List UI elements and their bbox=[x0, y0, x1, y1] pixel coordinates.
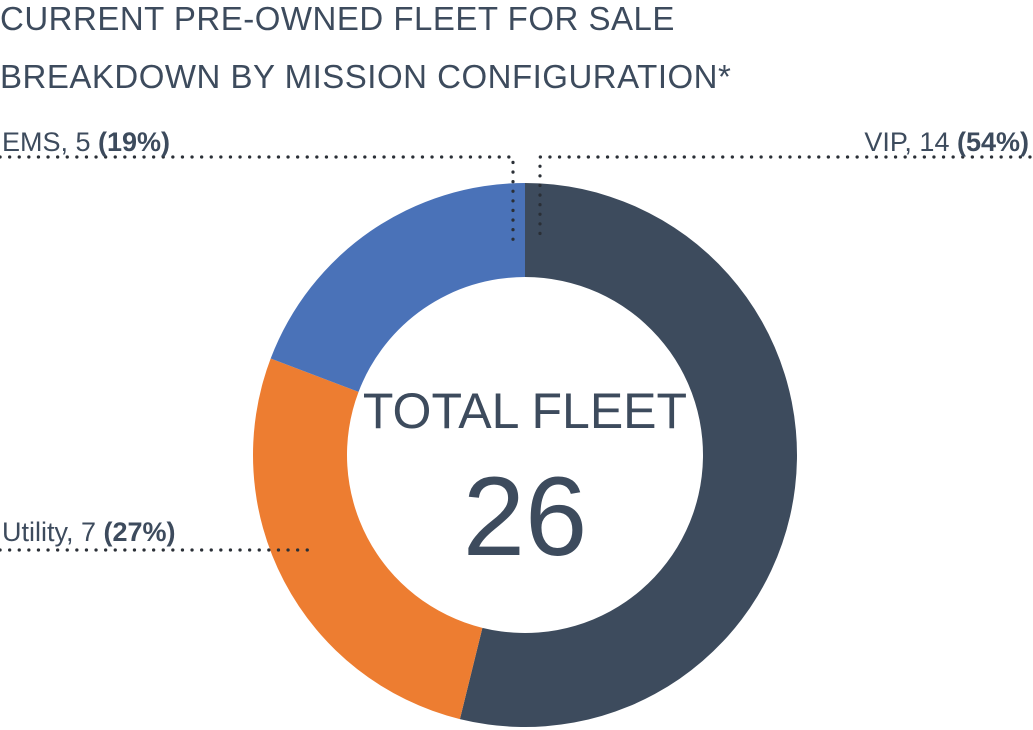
center-label: TOTAL FLEET bbox=[363, 383, 687, 439]
callout-utility: Utility, 7 (27%) bbox=[2, 517, 176, 547]
callout-ems-text: EMS, 5 bbox=[2, 127, 98, 157]
callout-ems: EMS, 5 (19%) bbox=[2, 127, 170, 157]
vip-leader-line bbox=[538, 155, 1032, 242]
callout-vip-text: VIP, 14 bbox=[864, 127, 957, 157]
donut-slice-vip bbox=[459, 183, 797, 727]
callout-vip: VIP, 14 (54%) bbox=[864, 127, 1029, 157]
callout-vip-percent: (54%) bbox=[957, 127, 1029, 157]
callout-utility-text: Utility, 7 bbox=[2, 517, 104, 547]
donut-slice-ems bbox=[270, 183, 525, 392]
chart-subtitle: BREAKDOWN BY MISSION CONFIGURATION* bbox=[0, 58, 731, 95]
center-value: 26 bbox=[463, 454, 588, 579]
donut-slice-utility bbox=[252, 358, 483, 720]
callout-ems-percent: (19%) bbox=[98, 127, 170, 157]
callout-utility-percent: (27%) bbox=[104, 517, 176, 547]
chart-title: CURRENT PRE-OWNED FLEET FOR SALE bbox=[0, 0, 675, 37]
donut-slices bbox=[252, 183, 797, 727]
